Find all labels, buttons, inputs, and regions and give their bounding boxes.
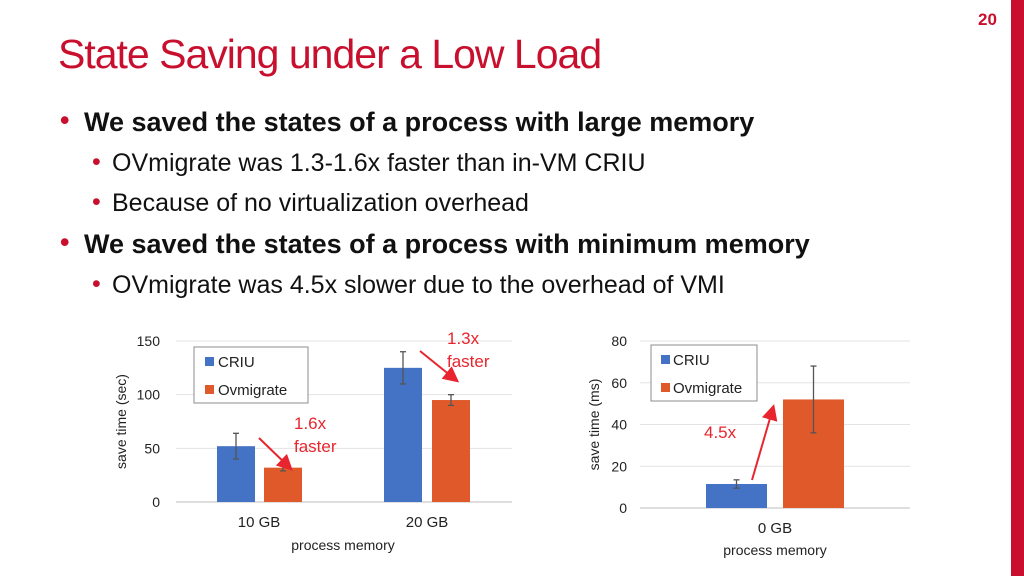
bullet-5: • OVmigrate was 4.5x slower due to the o… (92, 270, 725, 300)
bullet-dot-icon: • (92, 270, 101, 298)
annotation-arrow (258, 437, 293, 471)
speedup-annotation: 1.3x (447, 329, 480, 348)
y-tick-label: 150 (137, 333, 161, 349)
bullet-1: • We saved the states of a process with … (60, 105, 755, 138)
x-category-label: 20 GB (406, 514, 449, 531)
bullet-dot-icon: • (92, 188, 101, 216)
bullet-3: • Because of no virtualization overhead (92, 188, 529, 218)
legend-swatch (205, 385, 214, 394)
annotation-arrow (419, 350, 460, 383)
bullet-2: • OVmigrate was 1.3-1.6x faster than in-… (92, 148, 646, 178)
y-axis-label: save time (sec) (113, 374, 129, 469)
slide-title: State Saving under a Low Load (58, 31, 602, 77)
speedup-annotation: faster (294, 437, 337, 456)
legend-label: CRIU (673, 352, 710, 369)
bullet-text: Because of no virtualization overhead (112, 189, 529, 217)
y-tick-label: 0 (152, 494, 160, 510)
bar-criu-20gb (384, 367, 422, 502)
x-category-label: 10 GB (238, 514, 281, 531)
speedup-annotation: faster (447, 352, 490, 371)
y-tick-label: 20 (611, 458, 627, 474)
legend-label: Ovmigrate (218, 382, 287, 399)
annotation-arrow (751, 404, 778, 481)
speedup-annotation: 1.6x (294, 414, 327, 433)
bar-ovmigrate-10gb (264, 467, 302, 502)
speedup-annotation: 4.5x (704, 423, 737, 442)
y-tick-label: 80 (611, 333, 627, 349)
x-category-label: 0 GB (758, 520, 792, 537)
bullet-text: We saved the states of a process with mi… (84, 229, 810, 259)
bullet-text: OVmigrate was 4.5x slower due to the ove… (112, 271, 725, 299)
x-axis-label: process memory (723, 542, 826, 558)
side-accent-bar (1011, 0, 1024, 576)
legend-swatch (661, 355, 670, 364)
bullet-text: OVmigrate was 1.3-1.6x faster than in-VM… (112, 149, 646, 177)
y-tick-label: 0 (619, 500, 627, 516)
y-tick-label: 40 (611, 417, 627, 433)
legend-label: Ovmigrate (673, 380, 742, 397)
legend-label: CRIU (218, 354, 255, 371)
bullet-dot-icon: • (92, 148, 101, 176)
bullet-dot-icon: • (60, 227, 70, 257)
legend-swatch (661, 383, 670, 392)
bullet-text: We saved the states of a process with la… (84, 107, 755, 137)
legend-swatch (205, 357, 214, 366)
x-axis-label: process memory (291, 537, 394, 553)
page-number: 20 (978, 10, 997, 29)
bullet-4: • We saved the states of a process with … (60, 227, 810, 260)
y-tick-label: 50 (144, 440, 160, 456)
bullet-dot-icon: • (60, 105, 70, 135)
y-tick-label: 60 (611, 375, 627, 391)
y-axis-label: save time (ms) (586, 379, 602, 471)
y-tick-label: 100 (137, 387, 161, 403)
bar-ovmigrate-20gb (432, 400, 470, 502)
